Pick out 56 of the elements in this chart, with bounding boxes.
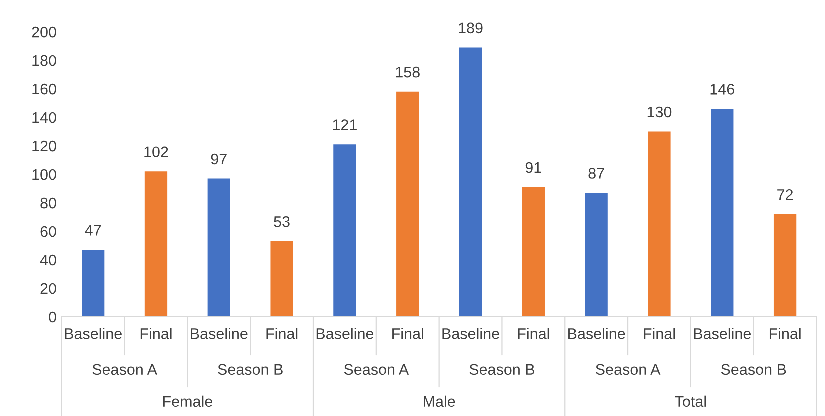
x-tick-label: Baseline (191, 328, 248, 340)
y-tick-label: 40 (40, 254, 56, 266)
data-label: 53 (274, 216, 290, 228)
y-tick-label: 140 (32, 112, 56, 124)
data-label: 146 (710, 84, 734, 95)
x-tick-label: Final (140, 328, 172, 340)
bar (396, 92, 420, 317)
bar (585, 193, 608, 317)
x-tick-label: Baseline (316, 328, 374, 340)
text: Season B (470, 364, 535, 376)
data-label: 189 (459, 22, 483, 34)
bar (648, 132, 671, 317)
y-tick-label: 0 (49, 312, 56, 323)
bar (144, 172, 168, 317)
x-tick-label: Baseline (442, 328, 500, 340)
text: Season A (344, 364, 410, 376)
bar (459, 48, 482, 317)
bar (270, 241, 294, 317)
bar (522, 187, 545, 317)
x-tick-label: Final (392, 328, 424, 340)
data-label: 102 (144, 146, 168, 158)
x-tick-label: Final (644, 328, 676, 340)
x-tick-label: Final (770, 328, 801, 340)
data-label: 158 (396, 66, 420, 78)
text: Total (675, 396, 706, 408)
text: Female (163, 396, 212, 408)
y-tick-label: 100 (32, 169, 56, 180)
data-label: 91 (526, 162, 542, 174)
text: Season A (92, 364, 158, 376)
y-tick-label: 20 (40, 283, 56, 294)
data-label: 87 (588, 168, 604, 179)
bar (208, 178, 230, 317)
x-tick-label: Baseline (694, 328, 752, 340)
bar (82, 250, 105, 317)
data-label: 121 (333, 120, 357, 130)
x-tick-label: Baseline (65, 328, 122, 340)
bar (334, 144, 356, 317)
bar (774, 214, 797, 317)
y-tick-label: 180 (32, 55, 56, 66)
data-label: 72 (778, 189, 794, 200)
text: Male (424, 396, 456, 408)
y-tick-label: 200 (32, 26, 56, 38)
x-tick-label: Final (266, 328, 298, 340)
y-tick-label: 120 (32, 140, 56, 152)
data-label: 97 (211, 154, 227, 165)
x-tick-label: Baseline (568, 328, 626, 340)
text: Season A (596, 364, 661, 376)
text: Season B (218, 364, 283, 376)
y-tick-label: 160 (32, 84, 56, 95)
y-tick-label: 80 (40, 198, 56, 209)
text: Season B (721, 364, 786, 376)
y-tick-label: 60 (40, 226, 56, 238)
x-tick-label: Final (518, 328, 550, 340)
bar (711, 108, 734, 317)
data-label: 130 (648, 106, 672, 118)
data-label: 47 (85, 225, 102, 236)
